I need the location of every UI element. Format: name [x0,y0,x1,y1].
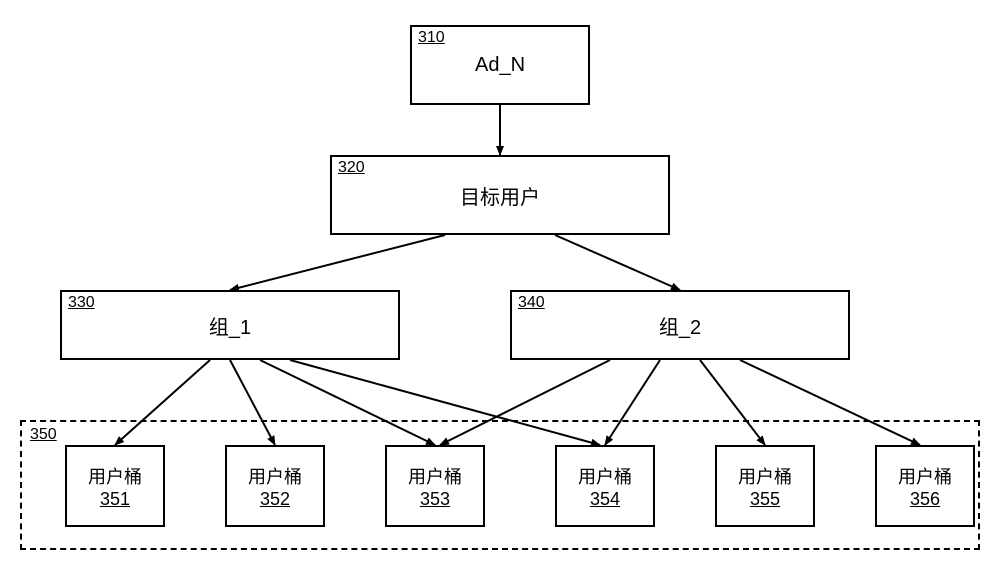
bucket-node: 用户桶 354 [555,445,655,527]
node-id-320: 320 [338,159,365,177]
bucket-node: 用户桶 355 [715,445,815,527]
bucket-label: 用户桶 [578,463,632,489]
bucket-id: 356 [910,489,940,510]
bucket-id: 353 [420,489,450,510]
bucket-id: 351 [100,489,130,510]
bucket-node: 用户桶 353 [385,445,485,527]
bucket-id: 354 [590,489,620,510]
bucket-label: 用户桶 [738,463,792,489]
node-label-ad-n: Ad_N [475,54,525,77]
node-label-group-1: 组_1 [209,311,251,340]
node-label-group-2: 组_2 [659,311,701,340]
bucket-id: 355 [750,489,780,510]
bucket-label: 用户桶 [248,463,302,489]
node-group-1: 330 组_1 [60,290,400,360]
node-group-2: 340 组_2 [510,290,850,360]
node-ad-n: 310 Ad_N [410,25,590,105]
node-id-340: 340 [518,294,545,312]
bucket-id: 352 [260,489,290,510]
node-id-330: 330 [68,294,95,312]
bucket-node: 用户桶 352 [225,445,325,527]
container-id-350: 350 [30,426,57,444]
node-target-user: 320 目标用户 [330,155,670,235]
bucket-node: 用户桶 356 [875,445,975,527]
node-id-310: 310 [418,29,445,47]
bucket-label: 用户桶 [408,463,462,489]
bucket-label: 用户桶 [88,463,142,489]
bucket-label: 用户桶 [898,463,952,489]
bucket-node: 用户桶 351 [65,445,165,527]
node-label-target-user: 目标用户 [460,181,540,210]
